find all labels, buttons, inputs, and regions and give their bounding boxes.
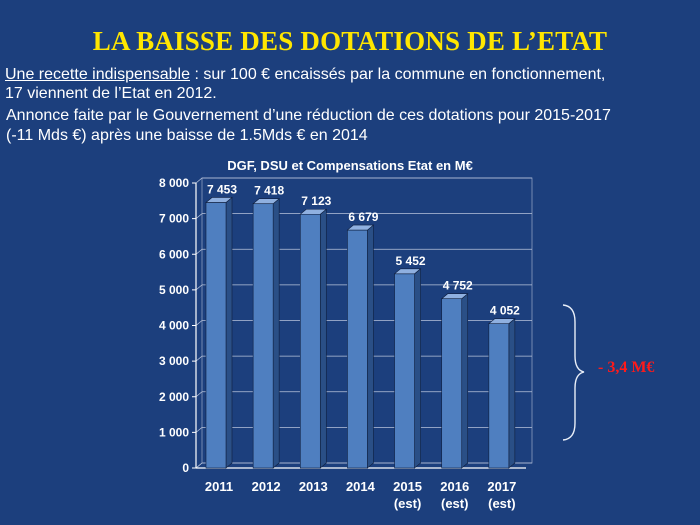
data-label: 4 052 (490, 304, 520, 318)
bar-top (488, 318, 516, 324)
slide-title: LA BAISSE DES DOTATIONS DE L’ETAT (92, 26, 608, 56)
intro-line-1-text: : sur 100 € encaissés par la commune en … (190, 66, 606, 83)
bar-top (299, 208, 328, 215)
y-tick-label: 5 000 (159, 283, 189, 297)
bar (347, 229, 368, 469)
bar (441, 298, 463, 469)
intro-line-1: Une recette indispensable : sur 100 € en… (5, 66, 605, 84)
bar-side (461, 293, 469, 469)
bar-side (414, 268, 421, 469)
chart-title: DGF, DSU et Compensations Etat en M€ (227, 158, 473, 173)
bar (488, 323, 510, 469)
bar (252, 203, 274, 469)
bar-side (319, 208, 327, 469)
data-label: 5 452 (396, 254, 426, 268)
data-label: 4 752 (443, 279, 473, 293)
data-label: 7 418 (254, 184, 284, 198)
data-label: 7 123 (301, 194, 331, 208)
bar (299, 213, 321, 469)
gridline-depth (195, 284, 203, 291)
gridline-depth (195, 462, 203, 469)
bar-top (205, 197, 233, 203)
announcement-line-1: Annonce faite par le Gouvernement d’une … (6, 107, 611, 124)
y-tick-label: 0 (182, 461, 189, 475)
gridline-depth (195, 355, 203, 362)
x-tick-label: 2012 (252, 479, 281, 494)
gridline-depth (195, 213, 203, 219)
bar (394, 273, 415, 469)
x-tick-label: 2014 (346, 479, 376, 494)
bar-side (367, 224, 374, 469)
x-tick-label: 2011 (205, 479, 233, 494)
bar-side (508, 318, 516, 469)
x-tick-label: 2013 (299, 479, 328, 494)
x-tick-label: 2015 (393, 479, 422, 494)
y-tick-label: 8 000 (159, 176, 189, 190)
announcement-line-2: (-11 Mds €) après une baisse de 1.5Mds €… (6, 127, 368, 144)
bar (205, 202, 227, 469)
y-tick-label: 3 000 (159, 354, 189, 368)
x-tick-label: (est) (441, 496, 468, 511)
intro-line-2: 17 viennent de l’Etat en 2012. (5, 85, 217, 102)
gridline-depth (195, 177, 203, 184)
bar-side (272, 198, 280, 469)
intro-highlight: Une recette indispensable (5, 66, 191, 83)
y-tick-label: 7 000 (159, 212, 189, 226)
y-tick-label: 4 000 (159, 319, 189, 333)
brace-bracket (562, 304, 585, 441)
bar-top (440, 293, 469, 300)
gridline-depth (195, 427, 203, 433)
y-tick-label: 1 000 (159, 425, 189, 439)
bar-top (252, 198, 280, 205)
bar-top (393, 268, 422, 275)
reduction-annotation: - 3,4 M€ (598, 359, 655, 376)
y-tick-label: 6 000 (159, 247, 189, 261)
data-label: 6 679 (348, 210, 378, 224)
gridline-depth (195, 248, 203, 255)
x-tick-label: 2017 (487, 479, 516, 494)
x-tick-label: 2016 (440, 479, 469, 494)
x-tick-label: (est) (394, 496, 421, 511)
data-label: 7 453 (207, 182, 237, 196)
bar-side (225, 196, 233, 469)
bar-top (346, 224, 375, 231)
gridline-depth (195, 320, 203, 326)
x-tick-label: (est) (488, 496, 515, 511)
gridline-depth (195, 391, 203, 398)
y-tick-label: 2 000 (159, 390, 189, 404)
